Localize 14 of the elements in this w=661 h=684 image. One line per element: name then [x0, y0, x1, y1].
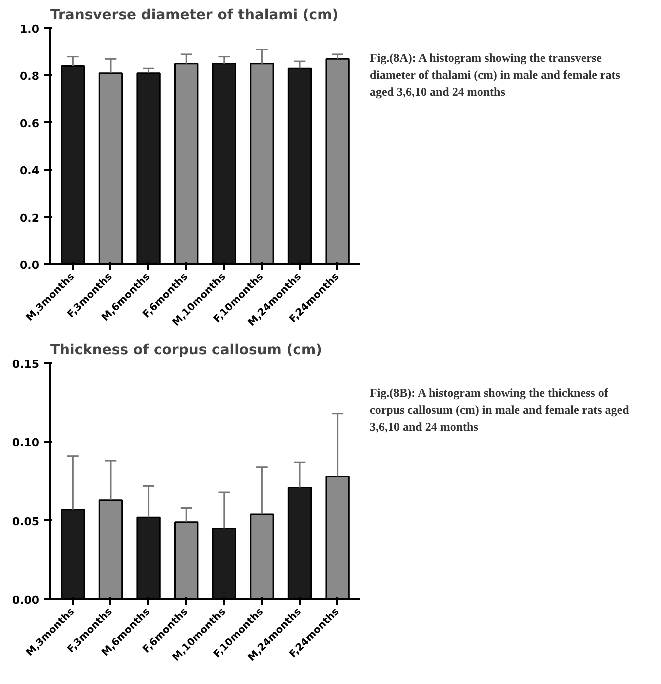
y-tick-label: 0.00 [12, 594, 40, 607]
chart-title: Thickness of corpus callosum (cm) [50, 342, 322, 358]
y-tick-label: 0.8 [20, 70, 40, 84]
y-tick-label: 0.05 [12, 515, 40, 528]
y-tick-label: 0.6 [20, 117, 40, 130]
text: Fig.(8A): A histogram showing the transverse diameter of thalami (cm) in male and female rats aged 3,6,10 and 24 months [370, 50, 622, 102]
y-tick-label: 0.10 [12, 436, 40, 450]
text: Fig.(8B): A histogram showing the thickness of corpus callosum (cm) in male and female rats aged 3,6,10 and 24 months [370, 385, 630, 436]
y-tick-label: 1.0 [20, 23, 40, 36]
y-tick-label: 0.2 [20, 212, 40, 225]
y-tick-label: 0.0 [20, 259, 40, 272]
chart-title: Transverse diameter of thalami (cm) [50, 8, 339, 24]
y-tick-label: 0.4 [20, 164, 40, 178]
y-tick-label: 0.15 [12, 358, 40, 371]
